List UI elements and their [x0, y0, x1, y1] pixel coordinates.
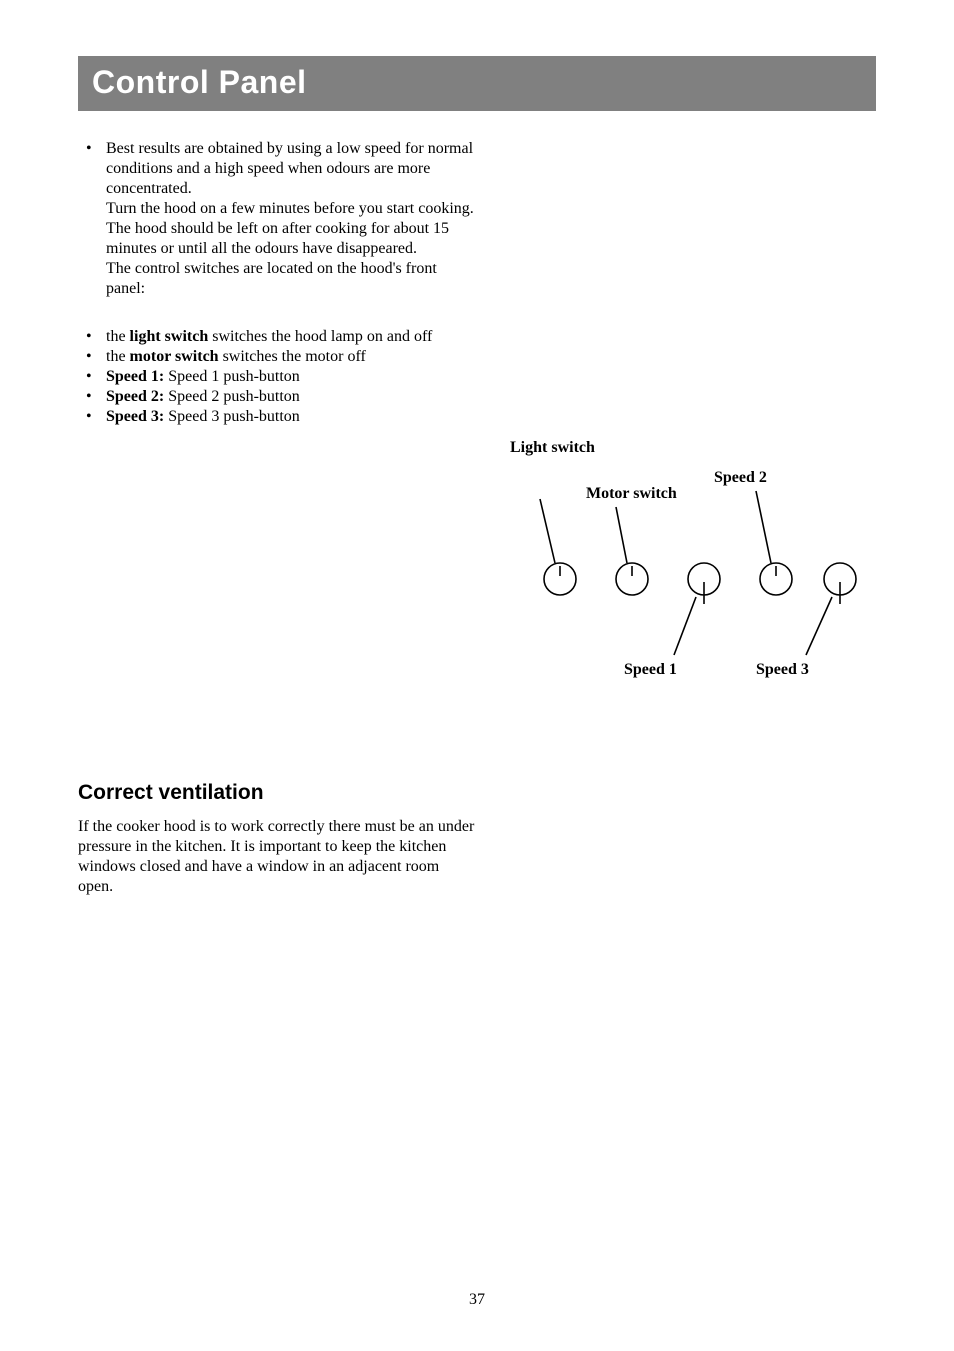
page-title: Control Panel [92, 64, 862, 101]
bullet-bold: Speed 3: [106, 408, 164, 425]
bullet-speed-1: Speed 1: Speed 1 push-button [78, 367, 478, 387]
intro-bullet: Best results are obtained by using a low… [78, 139, 478, 299]
button-motor [616, 563, 648, 595]
label-motor-switch: Motor switch [586, 485, 677, 503]
label-speed-3: Speed 3 [756, 661, 809, 679]
bullet-speed-3: Speed 3: Speed 3 push-button [78, 407, 478, 427]
left-column: Best results are obtained by using a low… [78, 139, 478, 455]
button-speed-1 [688, 563, 720, 604]
intro-para-1: Best results are obtained by using a low… [106, 139, 478, 199]
bullet-bold: motor switch [130, 348, 219, 365]
bullet-prefix: the [106, 348, 130, 365]
control-diagram: Light switch Motor switch Speed 2 Speed … [498, 439, 858, 699]
bullet-bold: Speed 1: [106, 368, 164, 385]
section-heading: Correct ventilation [78, 781, 876, 805]
button-speed-2 [760, 563, 792, 595]
bullet-motor-switch: the motor switch switches the motor off [78, 347, 478, 367]
bullet-speed-2: Speed 2: Speed 2 push-button [78, 387, 478, 407]
intro-list: Best results are obtained by using a low… [78, 139, 478, 299]
lead-speed3 [806, 597, 832, 655]
page-number: 37 [0, 1291, 954, 1309]
section-body: If the cooker hood is to work correctly … [78, 817, 478, 897]
bullet-suffix: switches the motor off [219, 348, 366, 365]
label-speed-2: Speed 2 [714, 469, 767, 487]
bullet-bold: light switch [130, 328, 209, 345]
bullet-suffix: Speed 2 push-button [164, 388, 300, 405]
button-light [544, 563, 576, 595]
lead-light [540, 499, 555, 563]
intro-para-2: Turn the hood on a few minutes before yo… [106, 199, 478, 219]
control-diagram-svg [498, 439, 858, 699]
bullet-suffix: Speed 3 push-button [164, 408, 300, 425]
lead-speed2 [756, 491, 771, 563]
bullet-suffix: Speed 1 push-button [164, 368, 300, 385]
switch-list: the light switch switches the hood lamp … [78, 327, 478, 427]
intro-para-4: The control switches are located on the … [106, 259, 478, 299]
bullet-bold: Speed 2: [106, 388, 164, 405]
title-bar: Control Panel [78, 56, 876, 111]
lead-motor [616, 507, 627, 563]
bullet-light-switch: the light switch switches the hood lamp … [78, 327, 478, 347]
right-column: Light switch Motor switch Speed 2 Speed … [498, 139, 876, 699]
bullet-suffix: switches the hood lamp on and off [208, 328, 432, 345]
bullet-prefix: the [106, 328, 130, 345]
button-speed-3 [824, 563, 856, 604]
label-light-switch: Light switch [510, 439, 595, 457]
lead-speed1 [674, 597, 696, 655]
intro-para-3: The hood should be left on after cooking… [106, 219, 478, 259]
label-speed-1: Speed 1 [624, 661, 677, 679]
